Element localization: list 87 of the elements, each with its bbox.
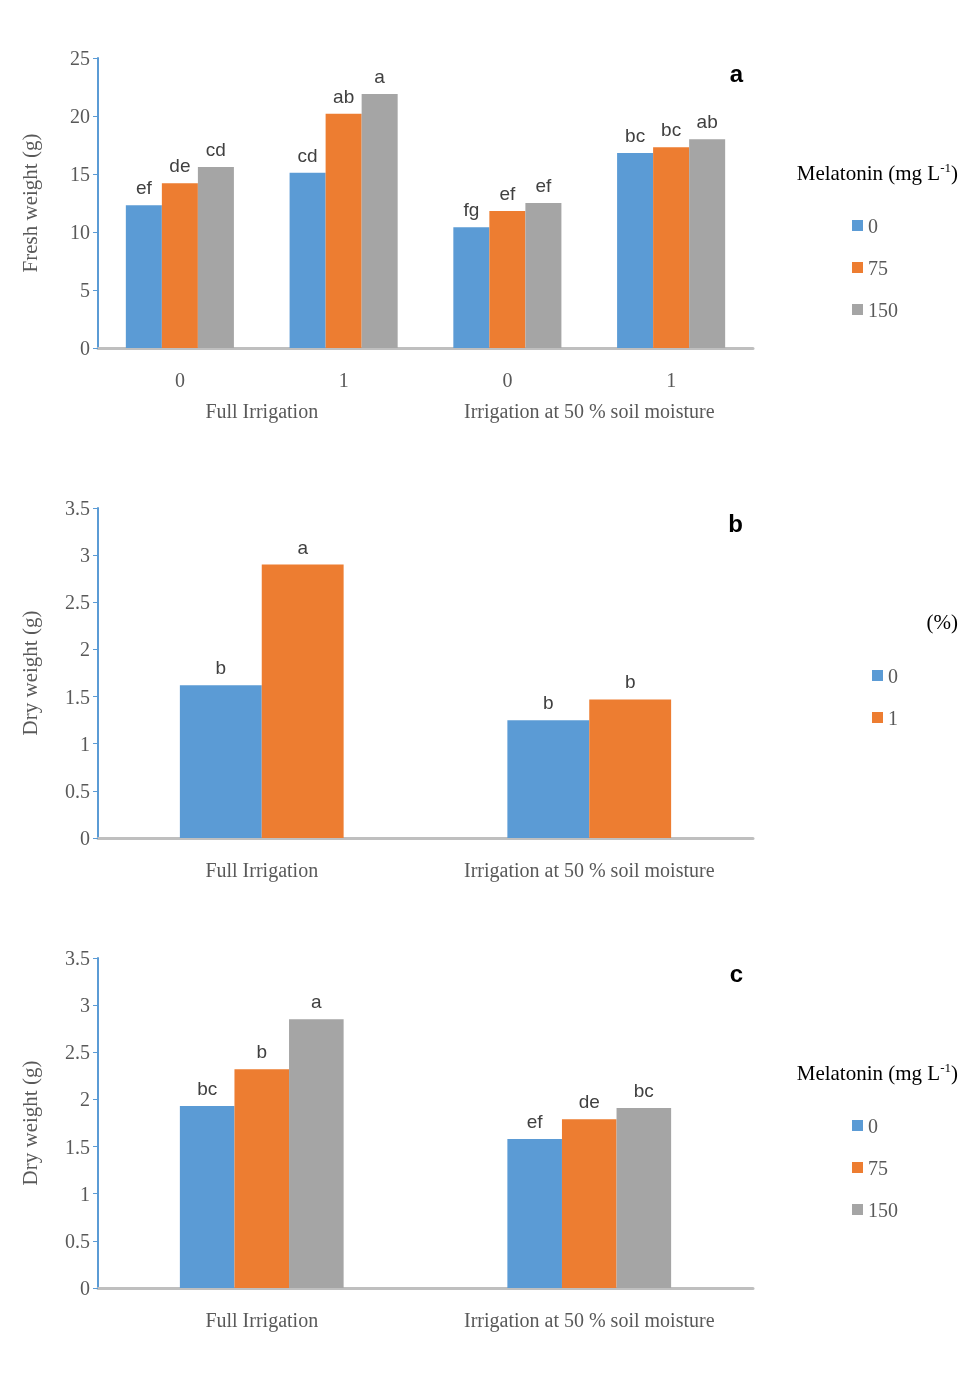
data-label: bc [197, 1078, 218, 1100]
legend-label: 150 [868, 298, 898, 321]
y-tick-label: 15 [70, 163, 90, 185]
y-tick-label: 3.5 [65, 947, 90, 969]
data-label: b [543, 692, 554, 714]
data-label: bc [661, 119, 682, 141]
x-tick-label: 0 [174, 369, 185, 391]
y-tick-label: 3 [80, 994, 90, 1017]
bar [179, 1106, 235, 1288]
data-label: a [297, 536, 309, 558]
y-tick-label: 0 [80, 337, 90, 359]
bar [289, 172, 326, 348]
bar [617, 153, 654, 348]
data-label: cd [205, 139, 226, 161]
chart-title: c [729, 959, 744, 987]
data-label: ab [696, 111, 718, 133]
x-tick-label: 1 [338, 369, 349, 391]
bar [507, 1139, 562, 1288]
data-label: ef [499, 183, 517, 205]
y-tick-label: 2.5 [65, 591, 90, 614]
y-tick-label: 0 [80, 827, 90, 849]
bar [361, 93, 398, 348]
bar [161, 183, 198, 348]
y-tick-label: 0.5 [65, 1229, 90, 1252]
data-label: ef [526, 1111, 544, 1133]
legend-label: 0 [868, 214, 878, 237]
legend-label: 1 [888, 706, 898, 729]
text: Irrigation at 50 % soil moisture [463, 400, 715, 423]
y-axis-title: Dry weight (g) [17, 1060, 42, 1186]
legend-label: 150 [868, 1198, 898, 1221]
bar [525, 203, 562, 348]
bar [179, 685, 262, 838]
data-label: de [578, 1091, 600, 1113]
y-axis-title: Dry weight (g) [17, 610, 42, 736]
bar [197, 167, 234, 348]
legend-title: (%) [926, 609, 959, 634]
bar [453, 227, 490, 348]
data-label: cd [297, 144, 318, 166]
bar [561, 1119, 617, 1288]
y-tick-label: 1.5 [65, 685, 90, 708]
data-label: de [169, 155, 191, 177]
y-tick-label: 2 [80, 638, 90, 661]
data-label: ab [333, 85, 355, 107]
y-tick-label: 3.5 [65, 497, 90, 519]
legend-label: 75 [868, 256, 888, 279]
y-tick-label: 1.5 [65, 1135, 90, 1158]
bar [689, 139, 726, 348]
bar [653, 147, 690, 348]
y-tick-label: 10 [70, 221, 90, 243]
bar [325, 113, 362, 348]
data-label: b [624, 671, 636, 693]
bar [589, 699, 672, 838]
y-tick-label: 5 [80, 279, 90, 301]
legend-label: 0 [888, 664, 898, 687]
bar [289, 1019, 344, 1288]
data-label: bc [625, 125, 646, 147]
data-label: bc [633, 1079, 654, 1101]
x-tick-label: 1 [666, 369, 677, 391]
y-tick-label: 2 [80, 1088, 90, 1111]
y-tick-label: 20 [70, 105, 90, 127]
x-tick-label: 0 [502, 369, 513, 391]
chart-title: a [729, 59, 744, 87]
bar [489, 211, 526, 348]
legend-label: 75 [868, 1156, 888, 1179]
bar [234, 1069, 290, 1288]
chart-title: b [728, 509, 744, 537]
data-label: a [374, 65, 386, 87]
data-label: ef [535, 175, 553, 196]
bar [507, 720, 590, 838]
y-tick-label: 3 [80, 544, 90, 567]
data-label: a [311, 991, 323, 1013]
text: Full Irrigation [205, 400, 319, 423]
data-label: b [215, 657, 227, 679]
data-label: fg [463, 199, 480, 221]
bar [261, 564, 344, 838]
bar [616, 1107, 672, 1288]
data-label: ef [135, 177, 153, 199]
legend-label: 0 [868, 1114, 878, 1137]
y-tick-label: 0.5 [65, 779, 90, 802]
y-tick-label: 1 [80, 1182, 90, 1205]
y-tick-label: 2.5 [65, 1041, 90, 1064]
y-axis-title: Fresh weight (g) [17, 133, 42, 273]
y-tick-label: 1 [80, 732, 90, 755]
y-tick-label: 25 [70, 47, 90, 69]
y-tick-label: 0 [80, 1277, 90, 1299]
data-label: b [256, 1041, 268, 1063]
bar [125, 205, 162, 348]
